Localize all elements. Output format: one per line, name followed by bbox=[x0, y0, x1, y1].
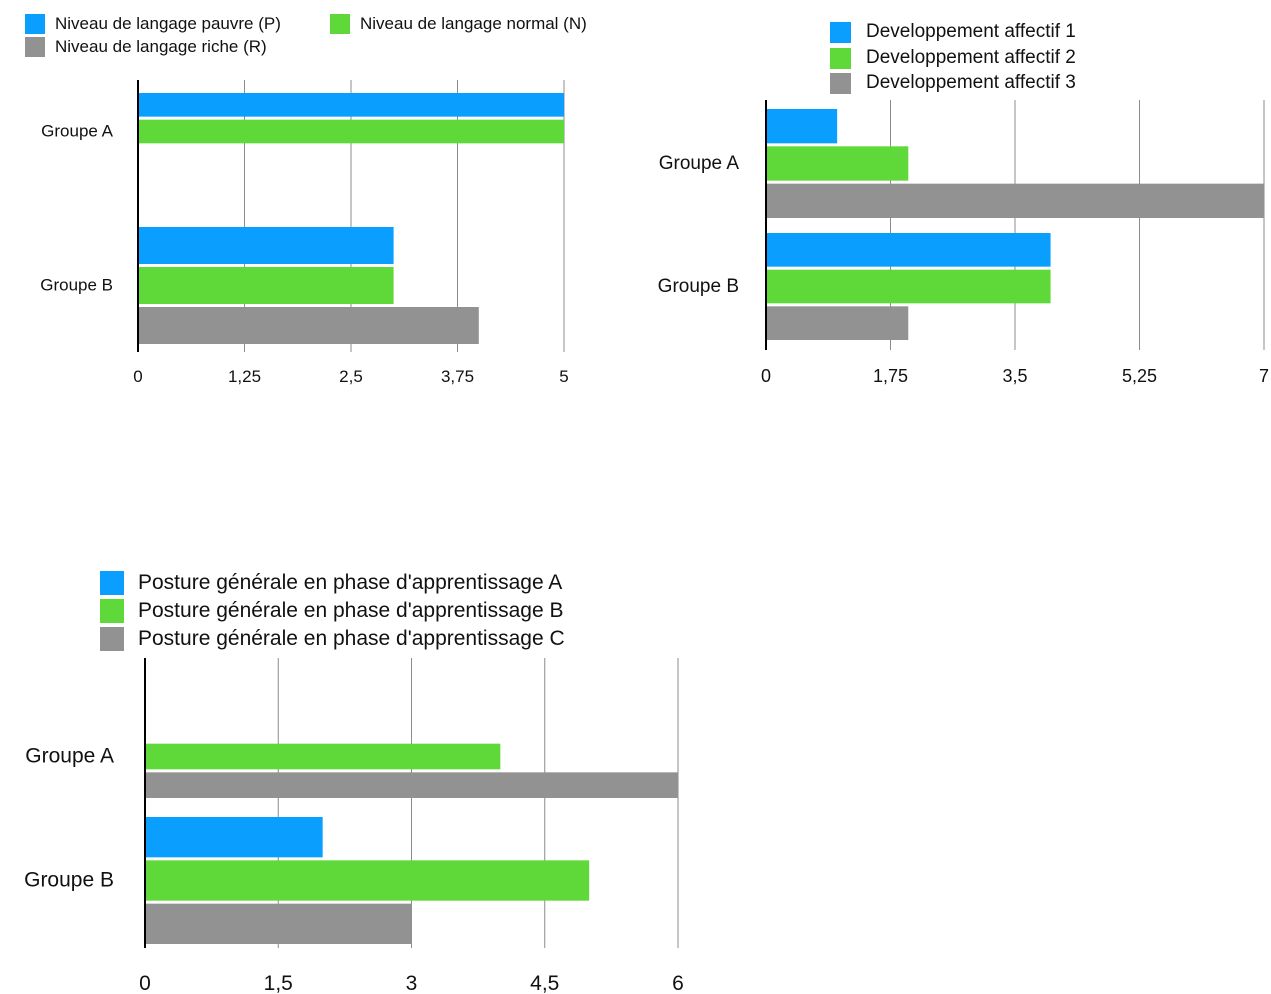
legend-item-normal: Niveau de langage normal (N) bbox=[330, 14, 587, 34]
legend-label: Posture générale en phase d'apprentissag… bbox=[138, 599, 564, 622]
legend-swatch bbox=[330, 14, 350, 34]
legend-label: Developpement affectif 2 bbox=[866, 47, 1076, 68]
x-tick-label: 3 bbox=[406, 972, 418, 994]
bar bbox=[766, 269, 1051, 304]
bar bbox=[138, 93, 564, 117]
category-label: Groupe B bbox=[658, 276, 739, 297]
x-tick-label: 1,25 bbox=[228, 367, 261, 386]
legend-swatch bbox=[100, 627, 124, 651]
bar bbox=[145, 860, 590, 901]
category-label: Groupe A bbox=[41, 121, 113, 140]
bar bbox=[766, 146, 909, 181]
legend-swatch bbox=[100, 599, 124, 623]
legend-label: Posture générale en phase d'apprentissag… bbox=[138, 627, 565, 650]
x-tick-label: 5,25 bbox=[1122, 366, 1157, 386]
x-tick-label: 0 bbox=[133, 367, 142, 386]
legend-item-2: Developpement affectif 2 bbox=[830, 47, 1076, 69]
chart-langage: Niveau de langage pauvre (P) Niveau de l… bbox=[0, 0, 640, 400]
bar bbox=[138, 227, 394, 264]
plot-area: Groupe A Groupe B 0 1,25 2,5 3,75 5 bbox=[40, 80, 569, 386]
category-label: Groupe B bbox=[40, 275, 113, 294]
x-tick-label: 0 bbox=[761, 366, 771, 386]
legend-label: Developpement affectif 1 bbox=[866, 21, 1076, 42]
legend-label: Niveau de langage riche (R) bbox=[55, 37, 267, 56]
chart-developpement-affectif: Developpement affectif 1 Developpement a… bbox=[640, 0, 1271, 400]
category-label: Groupe B bbox=[24, 869, 114, 892]
bar bbox=[145, 772, 678, 798]
x-tick-label: 1,75 bbox=[873, 366, 908, 386]
category-label: Groupe A bbox=[25, 745, 114, 768]
x-tick-label: 2,5 bbox=[339, 367, 363, 386]
legend-swatch bbox=[25, 14, 45, 34]
legend-label: Developpement affectif 3 bbox=[866, 72, 1076, 93]
bar bbox=[145, 743, 501, 770]
x-tick-label: 3,5 bbox=[1002, 366, 1027, 386]
x-tick-label: 4,5 bbox=[530, 972, 559, 994]
bar bbox=[766, 306, 909, 340]
legend-swatch bbox=[830, 47, 851, 69]
chart-posture-generale: Posture générale en phase d'apprentissag… bbox=[0, 560, 700, 994]
legend-item-b: Posture générale en phase d'apprentissag… bbox=[100, 599, 563, 623]
legend-swatch bbox=[100, 571, 124, 595]
legend-item-3: Developpement affectif 3 bbox=[830, 72, 1076, 94]
x-tick-label: 5 bbox=[559, 367, 568, 386]
legend-label: Niveau de langage pauvre (P) bbox=[55, 14, 281, 33]
bar bbox=[138, 307, 479, 344]
legend-item-1: Developpement affectif 1 bbox=[830, 21, 1076, 43]
plot-area: Groupe A Groupe B 0 1,75 3,5 5,25 7 bbox=[658, 100, 1269, 386]
plot-area: Groupe A Groupe B 0 1,5 3 4,5 6 bbox=[24, 658, 684, 994]
legend-item-c: Posture générale en phase d'apprentissag… bbox=[100, 627, 565, 651]
bar bbox=[766, 183, 1264, 218]
legend-item-a: Posture générale en phase d'apprentissag… bbox=[100, 571, 562, 595]
x-tick-label: 0 bbox=[139, 972, 151, 994]
bar bbox=[138, 119, 564, 144]
bar bbox=[138, 267, 394, 304]
legend-swatch bbox=[830, 21, 851, 43]
x-tick-label: 6 bbox=[672, 972, 684, 994]
x-tick-label: 1,5 bbox=[264, 972, 293, 994]
legend-swatch bbox=[830, 72, 851, 94]
bar bbox=[145, 817, 323, 858]
category-label: Groupe A bbox=[659, 153, 740, 174]
legend-label: Niveau de langage normal (N) bbox=[360, 14, 587, 33]
bar bbox=[766, 109, 838, 144]
x-tick-label: 3,75 bbox=[441, 367, 474, 386]
bar bbox=[145, 903, 412, 944]
legend-label: Posture générale en phase d'apprentissag… bbox=[138, 571, 563, 594]
legend-item-pauvre: Niveau de langage pauvre (P) bbox=[25, 14, 281, 34]
legend-swatch bbox=[25, 37, 45, 57]
x-tick-label: 7 bbox=[1259, 366, 1269, 386]
legend-item-riche: Niveau de langage riche (R) bbox=[25, 37, 267, 57]
bar bbox=[766, 233, 1051, 267]
